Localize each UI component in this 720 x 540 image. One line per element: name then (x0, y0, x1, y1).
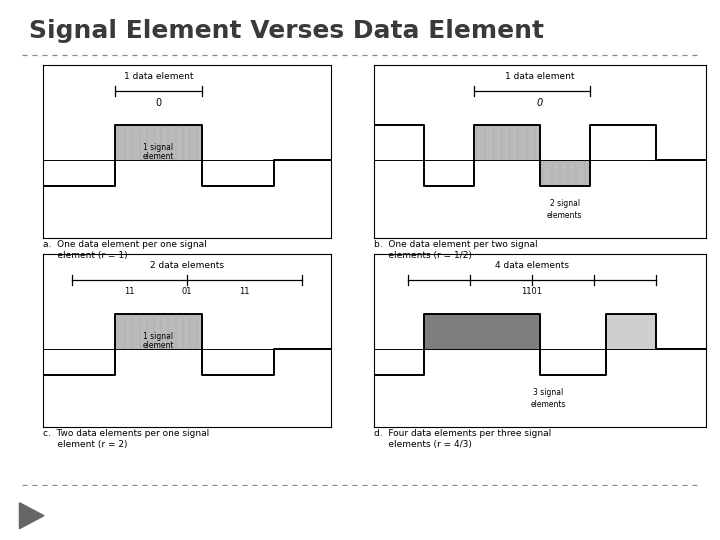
Text: 0: 0 (156, 98, 161, 108)
Text: 0: 0 (537, 98, 543, 108)
Text: element: element (143, 341, 174, 350)
Text: d.  Four data elements per three signal
     elements (r = 4/3): d. Four data elements per three signal e… (374, 429, 552, 449)
Text: 1101: 1101 (521, 287, 542, 296)
Text: elements: elements (547, 211, 582, 220)
Text: elements: elements (531, 400, 566, 409)
Text: 1 signal: 1 signal (143, 143, 174, 152)
Text: 2 data elements: 2 data elements (150, 261, 224, 271)
Text: c.  Two data elements per one signal
     element (r = 2): c. Two data elements per one signal elem… (43, 429, 210, 449)
Text: a.  One data element per one signal
     element (r = 1): a. One data element per one signal eleme… (43, 240, 207, 260)
Text: 01: 01 (182, 287, 192, 296)
Text: 1 data element: 1 data element (124, 72, 193, 82)
Text: Signal Element Verses Data Element: Signal Element Verses Data Element (29, 19, 544, 43)
Text: 1 data element: 1 data element (505, 72, 575, 82)
Text: b.  One data element per two signal
     elements (r = 1/2): b. One data element per two signal eleme… (374, 240, 538, 260)
Text: 3 signal: 3 signal (533, 388, 564, 396)
Text: 4 data elements: 4 data elements (495, 261, 569, 271)
Text: 1 signal: 1 signal (143, 332, 174, 341)
Polygon shape (19, 503, 44, 529)
Text: element: element (143, 152, 174, 161)
Text: 11: 11 (240, 287, 250, 296)
Text: 11: 11 (125, 287, 135, 296)
Text: 2 signal: 2 signal (550, 199, 580, 207)
